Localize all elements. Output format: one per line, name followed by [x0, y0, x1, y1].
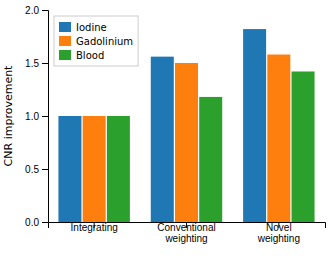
bar [175, 63, 198, 222]
y-tick: 1.5 [25, 58, 48, 69]
legend-entry: Gadolinium [59, 36, 133, 47]
x-tick-label: Novelweighting [257, 222, 300, 244]
plot: 0.00.51.01.52.0IntegratingConventionalwe… [25, 5, 325, 244]
legend-box [54, 16, 138, 66]
bar [199, 97, 222, 222]
x-tick-label-line: weighting [164, 233, 207, 244]
legend-label: Gadolinium [76, 36, 133, 47]
bar [267, 55, 290, 222]
chart-container: 0.00.51.01.52.0IntegratingConventionalwe… [0, 0, 335, 258]
bar [83, 116, 106, 222]
x-tick-label-line: weighting [257, 233, 300, 244]
y-tick: 1.0 [25, 111, 48, 122]
y-axis: 0.0 0.5 1.0 1.5 2.0 [25, 5, 48, 228]
y-axis-line [42, 11, 49, 223]
legend: Iodine Gadolinium Blood [54, 16, 138, 66]
y-tick-mark [42, 116, 48, 117]
y-axis-title: CNR improvement [2, 65, 15, 167]
y-tick-label: 1.5 [25, 58, 39, 69]
bar [58, 116, 81, 222]
y-tick: 2.0 [25, 5, 48, 16]
y-tick: 0.5 [25, 164, 48, 175]
bar [292, 71, 315, 222]
x-tick-label-line: Novel [266, 222, 292, 233]
x-tick-label: Conventionalweighting [157, 222, 215, 244]
chart: 0.00.51.01.52.0IntegratingConventionalwe… [0, 0, 335, 258]
legend-entry: Iodine [59, 22, 107, 33]
y-tick-label: 0.0 [25, 217, 39, 228]
bar [151, 57, 174, 222]
bar-series [83, 55, 291, 222]
x-tick-label-line: Integrating [71, 222, 118, 233]
y-tick: 0.0 [25, 217, 48, 228]
legend-swatch [59, 50, 71, 60]
x-tick: Novelweighting [257, 222, 300, 244]
y-tick-mark [42, 222, 48, 223]
x-axis: IntegratingConventionalweightingNovelwei… [49, 222, 326, 244]
x-tick: Integrating [71, 222, 118, 233]
bars [58, 29, 314, 222]
bar [107, 116, 130, 222]
y-tick-label: 2.0 [25, 5, 39, 16]
bar [243, 29, 266, 222]
bar-series [58, 29, 266, 222]
legend-swatch [59, 36, 71, 46]
x-tick-label: Integrating [71, 222, 118, 233]
y-tick-mark [42, 10, 48, 11]
legend-label: Blood [76, 50, 104, 61]
y-tick-mark [42, 63, 48, 64]
bar-series [107, 71, 315, 222]
legend-entry: Blood [59, 50, 104, 61]
legend-swatch [59, 22, 71, 32]
x-tick: Conventionalweighting [157, 222, 215, 244]
legend-label: Iodine [76, 22, 107, 33]
y-tick-label: 1.0 [25, 111, 39, 122]
y-tick-label: 0.5 [25, 164, 39, 175]
y-tick-mark [42, 169, 48, 170]
x-tick-label-line: Conventional [157, 222, 215, 233]
